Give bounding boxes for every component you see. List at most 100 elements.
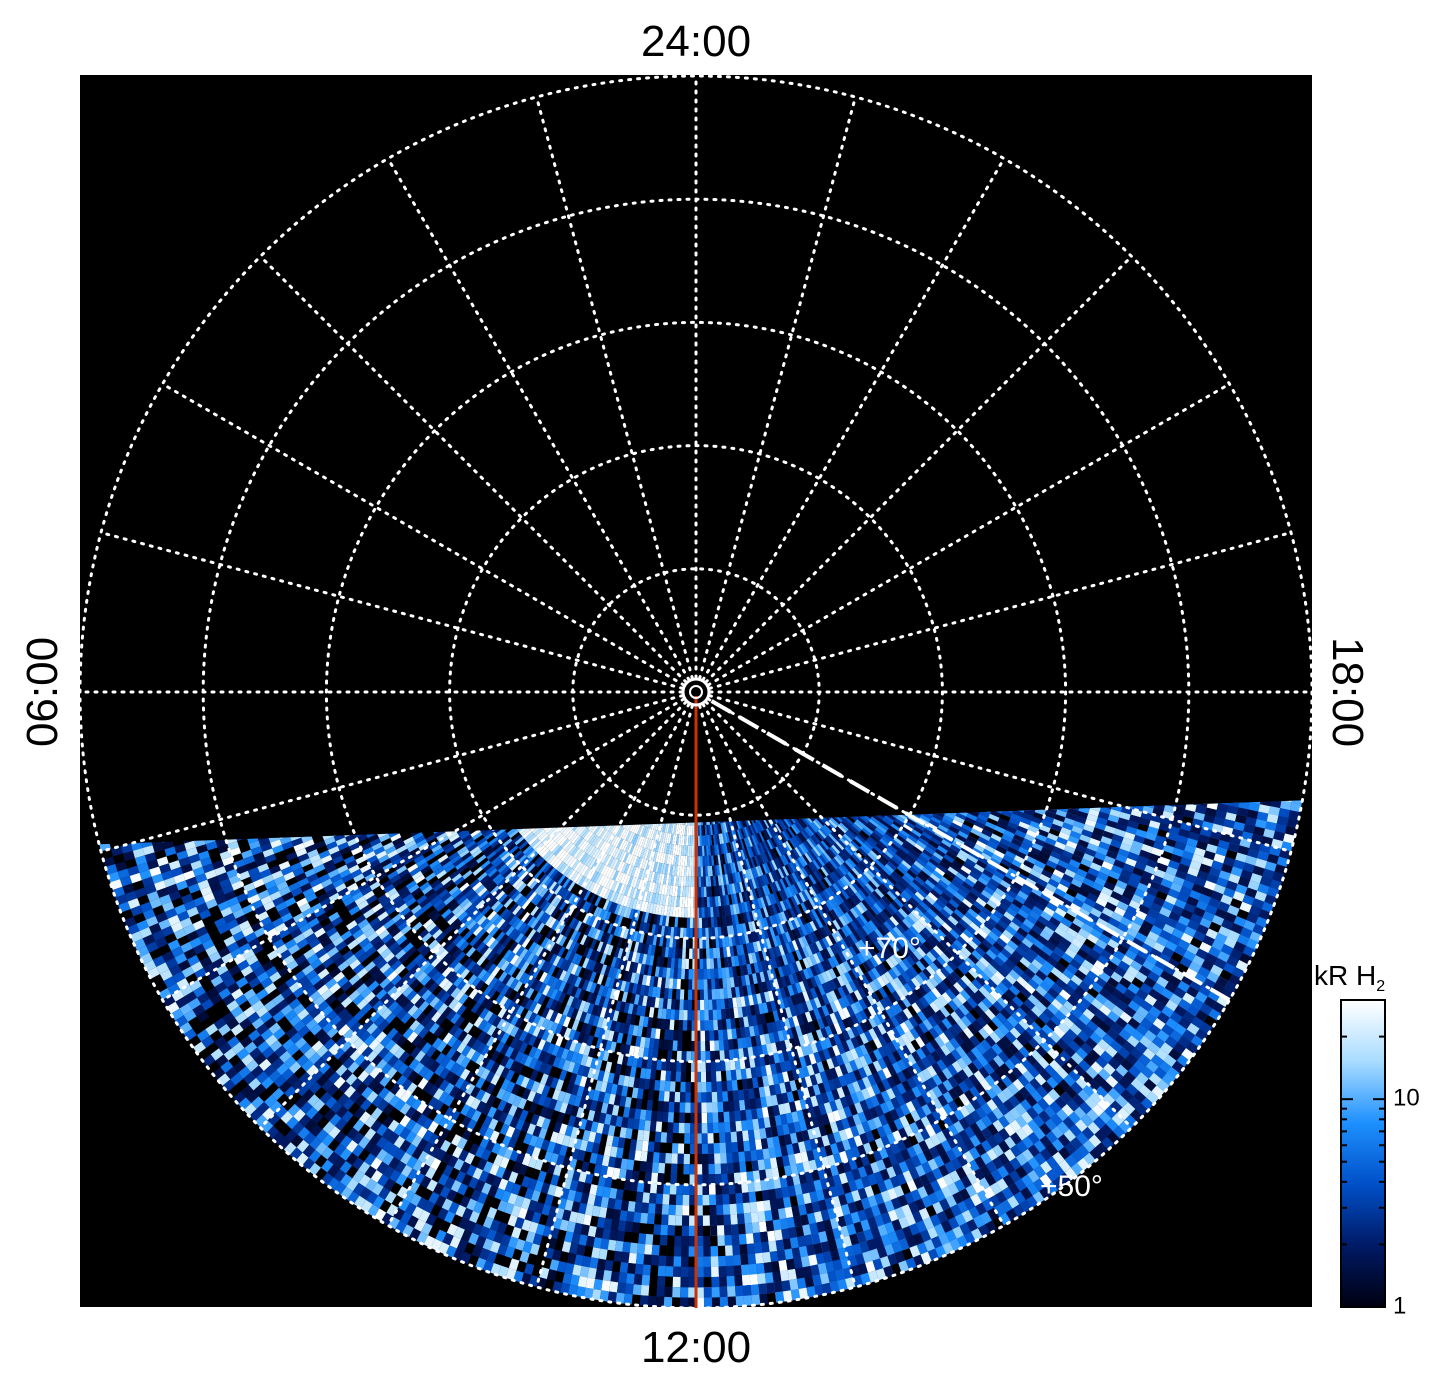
emission-cell xyxy=(380,858,392,868)
emission-cell xyxy=(514,836,525,846)
emission-cell xyxy=(264,853,277,864)
emission-cell xyxy=(145,915,159,928)
emission-cell xyxy=(356,833,368,843)
emission-cell xyxy=(313,979,326,991)
emission-cell xyxy=(496,830,507,840)
emission-cell xyxy=(223,912,236,924)
emission-cell xyxy=(310,958,323,970)
emission-cell xyxy=(360,904,372,915)
emission-cell xyxy=(488,836,499,846)
emission-cell xyxy=(185,876,198,887)
emission-cell xyxy=(174,843,187,854)
emission-cell xyxy=(476,854,487,864)
emission-cell xyxy=(375,871,388,881)
emission-cell xyxy=(269,864,281,875)
emission-cell xyxy=(241,849,253,860)
emission-cell xyxy=(139,927,153,939)
emission-cell xyxy=(167,939,181,951)
emission-cell xyxy=(229,925,242,936)
emission-cell xyxy=(257,863,270,873)
emission-cell xyxy=(149,898,162,909)
emission-cell xyxy=(405,897,417,907)
emission-cell xyxy=(306,953,319,965)
emission-cell xyxy=(385,905,397,916)
emission-cell xyxy=(226,941,240,953)
emission-cell xyxy=(224,890,237,901)
emission-cell xyxy=(221,856,234,867)
emission-cell xyxy=(335,837,347,847)
emission-cell xyxy=(219,850,232,860)
emission-cell xyxy=(328,911,341,923)
emission-cell xyxy=(161,901,175,913)
emission-cell xyxy=(322,902,335,913)
emission-cell xyxy=(336,864,349,874)
emission-cell xyxy=(186,847,199,857)
emission-cell xyxy=(205,987,219,999)
emission-cell xyxy=(267,885,280,896)
emission-cell xyxy=(325,864,337,874)
emission-cell xyxy=(122,883,135,895)
emission-cell xyxy=(122,850,135,862)
emission-cell xyxy=(285,851,298,861)
emission-cell xyxy=(399,906,411,917)
emission-cell xyxy=(295,917,308,929)
emission-cell xyxy=(300,882,312,893)
emission-cell xyxy=(174,953,188,965)
emission-cell xyxy=(346,860,358,870)
emission-cell xyxy=(305,892,318,903)
emission-cell xyxy=(462,869,473,880)
emission-cell xyxy=(334,956,346,967)
emission-cell xyxy=(442,842,453,851)
emission-cell xyxy=(362,868,374,878)
emission-cell xyxy=(500,835,511,845)
emission-cell xyxy=(228,964,241,977)
emission-cell xyxy=(227,1035,240,1049)
emission-cell xyxy=(271,917,284,928)
emission-cell xyxy=(437,854,449,864)
emission-cell xyxy=(181,893,194,905)
emission-cell xyxy=(272,993,285,1006)
emission-cell xyxy=(301,907,314,918)
emission-cell xyxy=(371,842,383,851)
emission-cell xyxy=(382,862,394,872)
emission-cell xyxy=(448,833,460,843)
emission-cell xyxy=(424,888,436,899)
emission-cell xyxy=(322,957,335,969)
emission-cell xyxy=(342,949,354,961)
emission-cell xyxy=(345,901,358,912)
emission-cell xyxy=(248,937,261,949)
emission-cell xyxy=(226,868,239,879)
emission-cell xyxy=(304,912,317,923)
emission-cell xyxy=(188,883,201,894)
emission-cell xyxy=(207,875,220,887)
emission-cell xyxy=(392,837,404,846)
emission-cell xyxy=(236,892,249,903)
emission-cell xyxy=(235,994,248,1007)
emission-cell xyxy=(382,841,395,851)
emission-cell xyxy=(193,896,206,907)
emission-cell xyxy=(186,930,199,942)
emission-cell xyxy=(219,878,232,889)
emission-cell xyxy=(292,912,305,923)
emission-cell xyxy=(424,852,436,862)
emission-cell xyxy=(325,978,337,990)
emission-cell xyxy=(301,964,314,976)
emission-cell xyxy=(232,908,245,920)
emission-cell xyxy=(433,847,445,857)
emission-cell xyxy=(168,860,181,871)
emission-cell xyxy=(176,850,189,861)
emission-cell xyxy=(397,920,409,932)
emission-cell xyxy=(374,907,386,918)
emission-cell xyxy=(427,891,438,902)
emission-cell xyxy=(144,852,157,863)
emission-cell xyxy=(195,844,208,854)
emission-cell xyxy=(149,866,162,877)
emission-cell xyxy=(224,862,236,873)
emission-cell xyxy=(360,842,372,852)
emission-cell xyxy=(292,986,306,999)
emission-cell xyxy=(189,937,203,949)
emission-cell xyxy=(275,901,288,912)
emission-cell xyxy=(188,997,202,1010)
emission-cell xyxy=(258,837,271,847)
